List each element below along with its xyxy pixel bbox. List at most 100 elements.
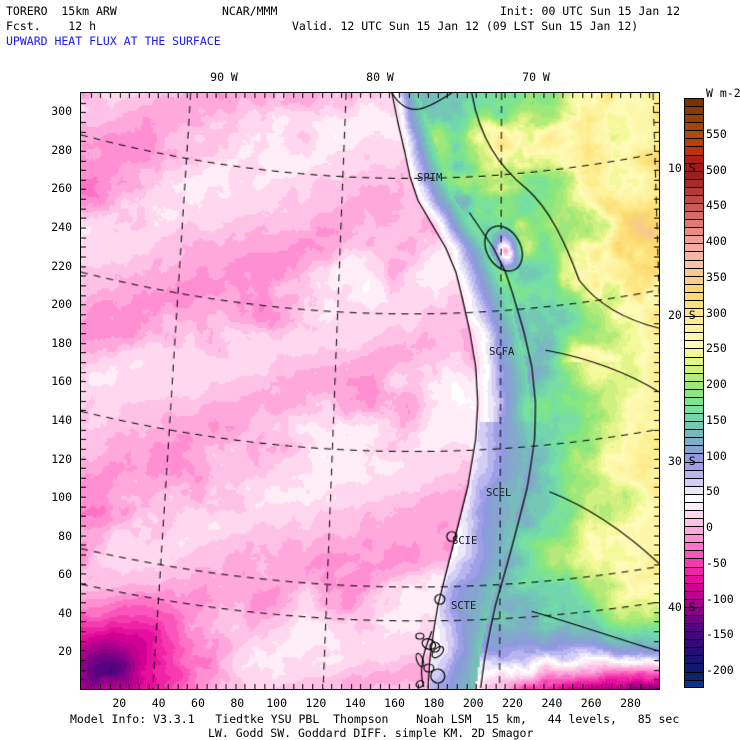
colorbar-swatch [684,469,704,478]
y-axis-tick-120: 120 [51,451,72,466]
colorbar-swatch [684,396,704,405]
colorbar[interactable] [684,98,704,688]
colorbar-swatch [684,550,704,559]
x-axis-tick-140: 140 [344,696,366,710]
colorbar-swatch [684,429,704,438]
colorbar-swatch [684,558,704,567]
colorbar-swatch [684,106,704,115]
latitude-label-10-S: 10 S [668,161,696,175]
x-axis-tick-160: 160 [384,696,405,710]
header-valid-time: Valid. 12 UTC Sun 15 Jan 12 (09 LST Sun … [292,19,639,33]
footer-model-info-line1: Model Info: V3.3.1 Tiedtke YSU PBL Thomp… [70,712,680,726]
colorbar-swatch [684,647,704,656]
colorbar-swatch [684,194,704,204]
colorbar-tick-150: 150 [706,412,727,427]
header-center-name: NCAR/MMM [222,4,278,18]
longitude-label-80-W: 80 W [366,70,394,84]
colorbar-swatch [684,308,704,317]
y-axis-tick-140: 140 [51,412,72,427]
colorbar-swatch [684,340,704,349]
colorbar-tick-200: 200 [706,377,727,392]
colorbar-swatch [684,590,704,599]
colorbar-swatch [684,615,704,624]
colorbar-tick-450: 450 [706,198,727,213]
footer-model-info-line2: LW. Godd SW. Goddard DIFF. simple KM. 2D… [208,726,534,740]
map-overlay-lines [81,93,659,689]
colorbar-swatch [684,582,704,591]
x-axis-tick-180: 180 [423,696,445,710]
colorbar-tick-500: 500 [706,162,727,177]
x-axis-tick-260: 260 [580,696,602,710]
colorbar-tick-250: 250 [706,341,727,356]
colorbar-tick-0: 0 [706,520,713,535]
colorbar-swatch [684,606,704,615]
header-init-time: Init: 00 UTC Sun 15 Jan 12 [500,4,681,18]
colorbar-swatch [684,283,704,292]
colorbar-swatch [684,299,704,309]
colorbar-swatch [684,356,704,365]
page-title: UPWARD HEAT FLUX AT THE SURFACE [6,34,221,48]
colorbar-swatch [684,679,704,688]
header-forecast-hour: Fcst. 12 h [6,19,97,33]
colorbar-swatch [684,518,704,527]
colorbar-tick--150: -150 [706,627,734,642]
colorbar-swatch [684,227,704,236]
colorbar-swatch [684,267,704,276]
colorbar-swatch [684,526,704,535]
colorbar-swatch [684,138,704,147]
colorbar-swatch [684,566,704,575]
colorbar-swatch [684,130,704,139]
colorbar-swatch [684,623,704,632]
colorbar-swatch [684,663,704,672]
x-axis-tick-60: 60 [191,696,205,710]
colorbar-swatch [684,324,704,333]
station-label-scel: SCEL [486,487,512,499]
colorbar-swatch [684,404,704,414]
y-axis-tick-280: 280 [51,142,72,157]
station-label-spim: SPIM [417,172,443,184]
colorbar-swatch [684,534,704,543]
colorbar-swatch [684,574,704,583]
colorbar-swatch [684,501,704,510]
map-plot-area[interactable] [80,92,660,690]
colorbar-swatch [684,437,704,446]
colorbar-swatch [684,178,704,187]
colorbar-swatch [684,146,704,155]
colorbar-swatch [684,98,704,107]
x-axis-tick-20: 20 [112,696,127,710]
latitude-label-20-S: 20 S [668,308,696,322]
colorbar-swatch [684,445,704,454]
colorbar-swatch [684,235,704,244]
x-axis-tick-280: 280 [620,696,641,710]
x-axis-tick-80: 80 [230,696,245,710]
colorbar-swatch [684,509,704,519]
station-label-scie: SCIE [452,535,478,547]
colorbar-tick-550: 550 [706,126,727,141]
colorbar-swatch [684,485,704,494]
colorbar-swatch [684,542,704,551]
colorbar-swatch [684,291,704,300]
colorbar-tick-300: 300 [706,305,727,320]
colorbar-swatch [684,259,704,268]
colorbar-swatch [684,170,704,179]
colorbar-tick-50: 50 [706,484,720,499]
colorbar-swatch [684,332,704,341]
colorbar-swatch [684,372,704,381]
colorbar-swatch [684,251,704,260]
y-axis-tick-200: 200 [51,297,72,312]
colorbar-swatch [684,631,704,640]
colorbar-units-label: W m-2 [706,86,740,100]
colorbar-swatch [684,162,704,171]
header-model-name: TORERO 15km ARW [6,4,117,18]
x-axis-tick-120: 120 [305,696,327,710]
colorbar-swatch [684,275,704,284]
colorbar-swatch [684,461,704,470]
y-axis-tick-180: 180 [51,335,72,350]
colorbar-swatch [684,388,704,397]
colorbar-swatch [684,493,704,502]
colorbar-swatch [684,380,704,389]
y-axis-tick-80: 80 [58,528,72,543]
y-axis-tick-20: 20 [58,644,72,659]
colorbar-tick-350: 350 [706,269,727,284]
y-axis-tick-160: 160 [51,374,72,389]
